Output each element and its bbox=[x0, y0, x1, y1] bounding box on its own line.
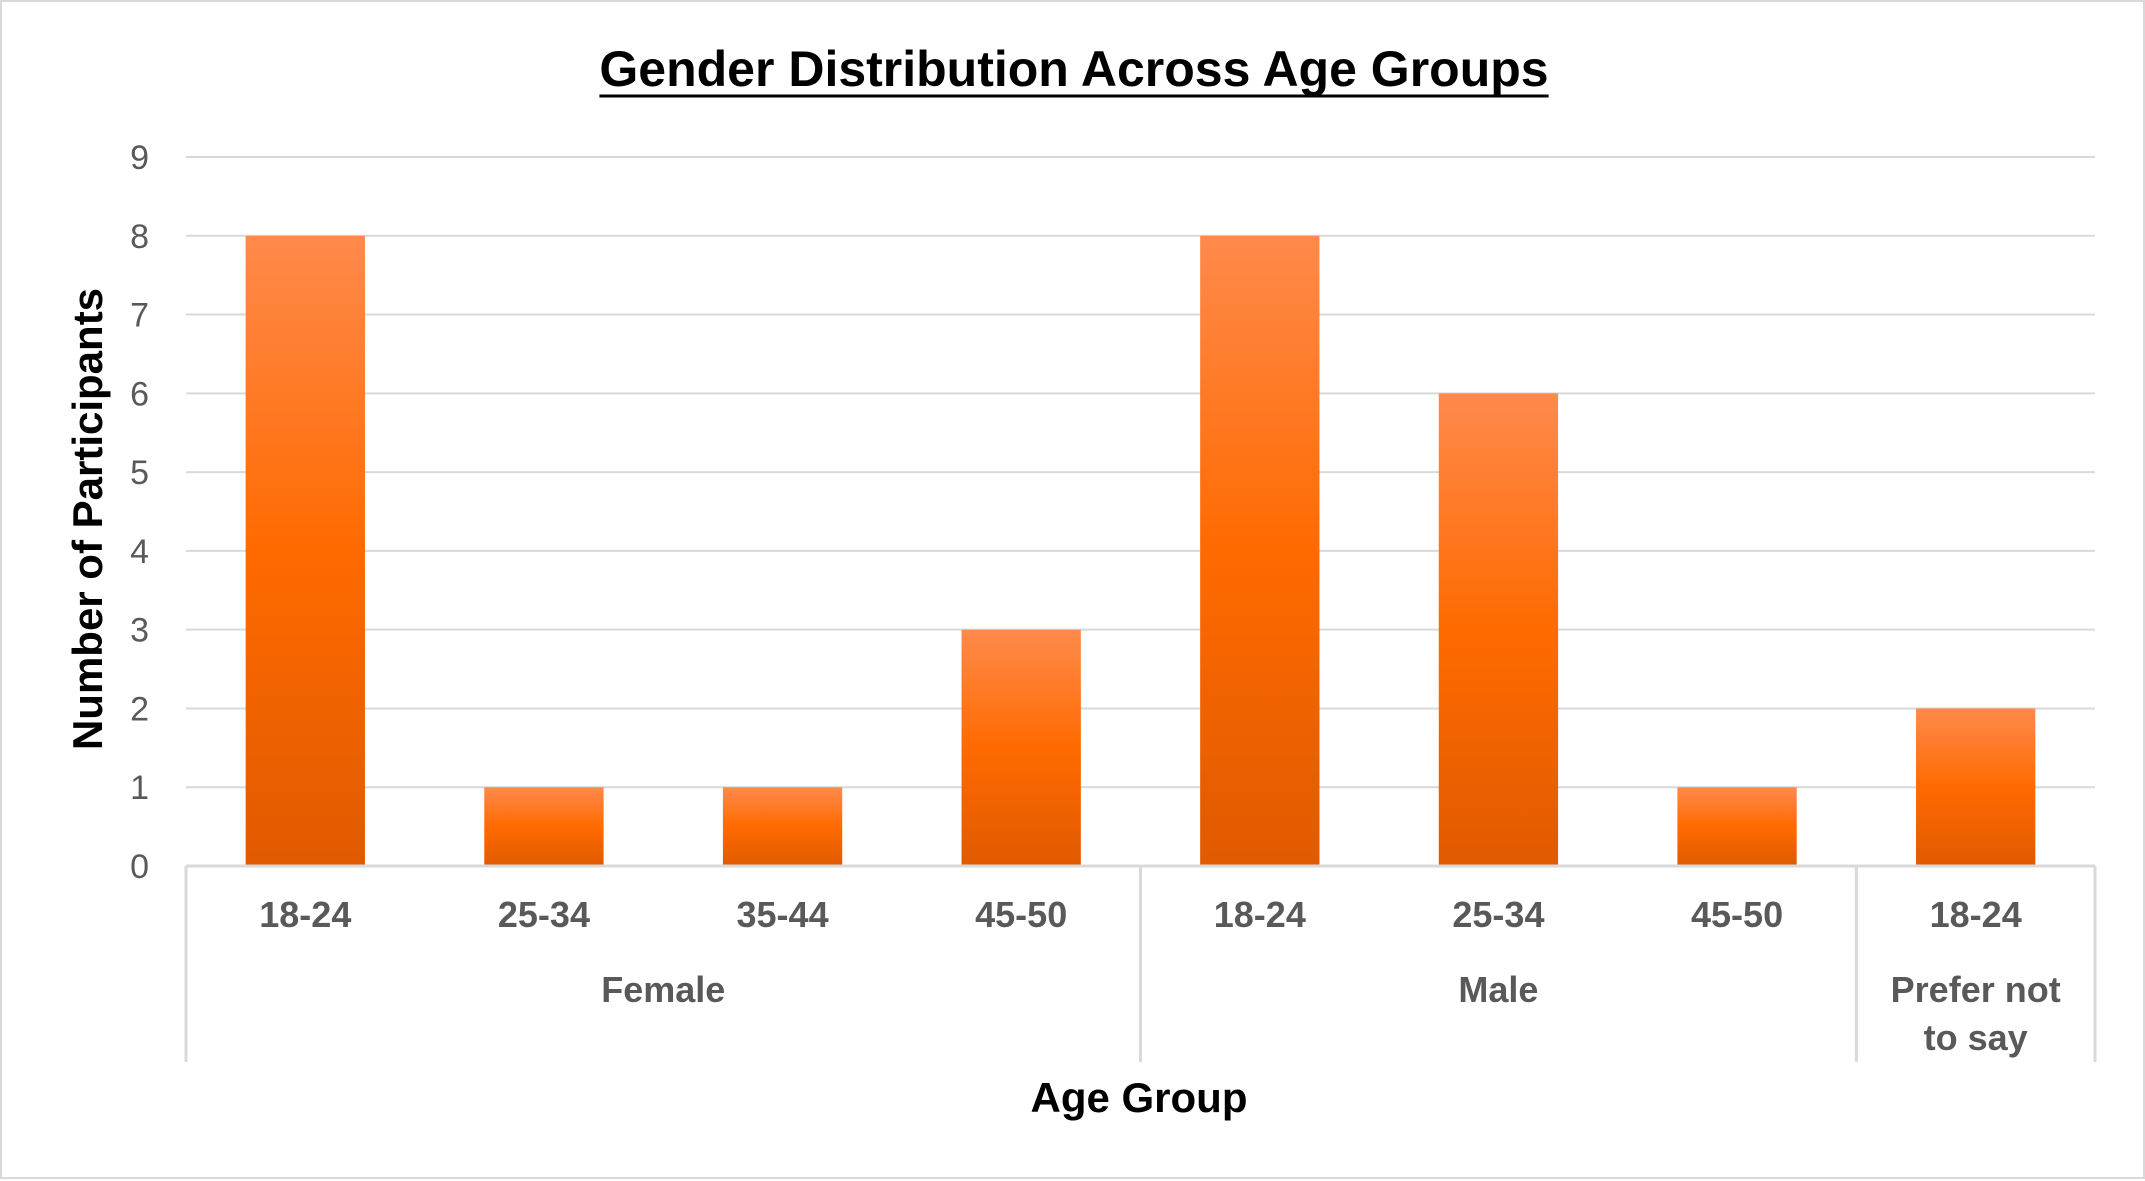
x-tick-label: 18-24 bbox=[1930, 894, 2022, 935]
group-label: Prefer not bbox=[1891, 969, 2061, 1010]
y-tick-label: 6 bbox=[130, 375, 149, 413]
bar bbox=[1916, 708, 2036, 866]
y-tick-label: 0 bbox=[130, 848, 149, 886]
y-axis-label: Number of Participants bbox=[64, 288, 111, 750]
y-tick-label: 7 bbox=[130, 297, 149, 335]
y-tick-label: 8 bbox=[130, 218, 149, 256]
y-tick-label: 2 bbox=[130, 690, 149, 728]
group-label: to say bbox=[1924, 1017, 2028, 1058]
x-tick-label: 45-50 bbox=[975, 894, 1067, 935]
y-tick-label: 4 bbox=[130, 533, 149, 571]
bar bbox=[1200, 235, 1320, 866]
bar bbox=[1438, 393, 1559, 866]
y-tick-label: 3 bbox=[130, 612, 149, 650]
label-layer: 18-24 25-34 35-44 45-50 18-24 25-34 45-50 18-24… bbox=[259, 894, 2060, 1058]
bar bbox=[1677, 787, 1797, 866]
bar bbox=[484, 787, 604, 866]
group-label: Female bbox=[601, 969, 725, 1010]
x-axis-label: Age Group bbox=[1031, 1074, 1248, 1121]
chart-title: Gender Distribution Across Age Groups bbox=[599, 41, 1548, 97]
group-label: Male bbox=[1458, 969, 1538, 1010]
bar bbox=[961, 629, 1081, 866]
bar bbox=[245, 235, 365, 866]
x-tick-label: 35-44 bbox=[737, 894, 829, 935]
x-tick-label: 18-24 bbox=[1214, 894, 1306, 935]
grid-layer: 0 1 2 3 4 5 6 7 8 9 bbox=[130, 139, 2095, 886]
x-tick-label: 18-24 bbox=[259, 894, 351, 935]
x-tick-label: 45-50 bbox=[1691, 894, 1783, 935]
axis-layer bbox=[184, 864, 2097, 1062]
bar-layer bbox=[245, 235, 2036, 866]
y-tick-label: 9 bbox=[130, 139, 149, 177]
bar bbox=[722, 787, 843, 866]
x-tick-label: 25-34 bbox=[498, 894, 590, 935]
y-tick-label: 5 bbox=[130, 454, 149, 492]
x-tick-label: 25-34 bbox=[1452, 894, 1544, 935]
y-tick-label: 1 bbox=[130, 769, 149, 807]
